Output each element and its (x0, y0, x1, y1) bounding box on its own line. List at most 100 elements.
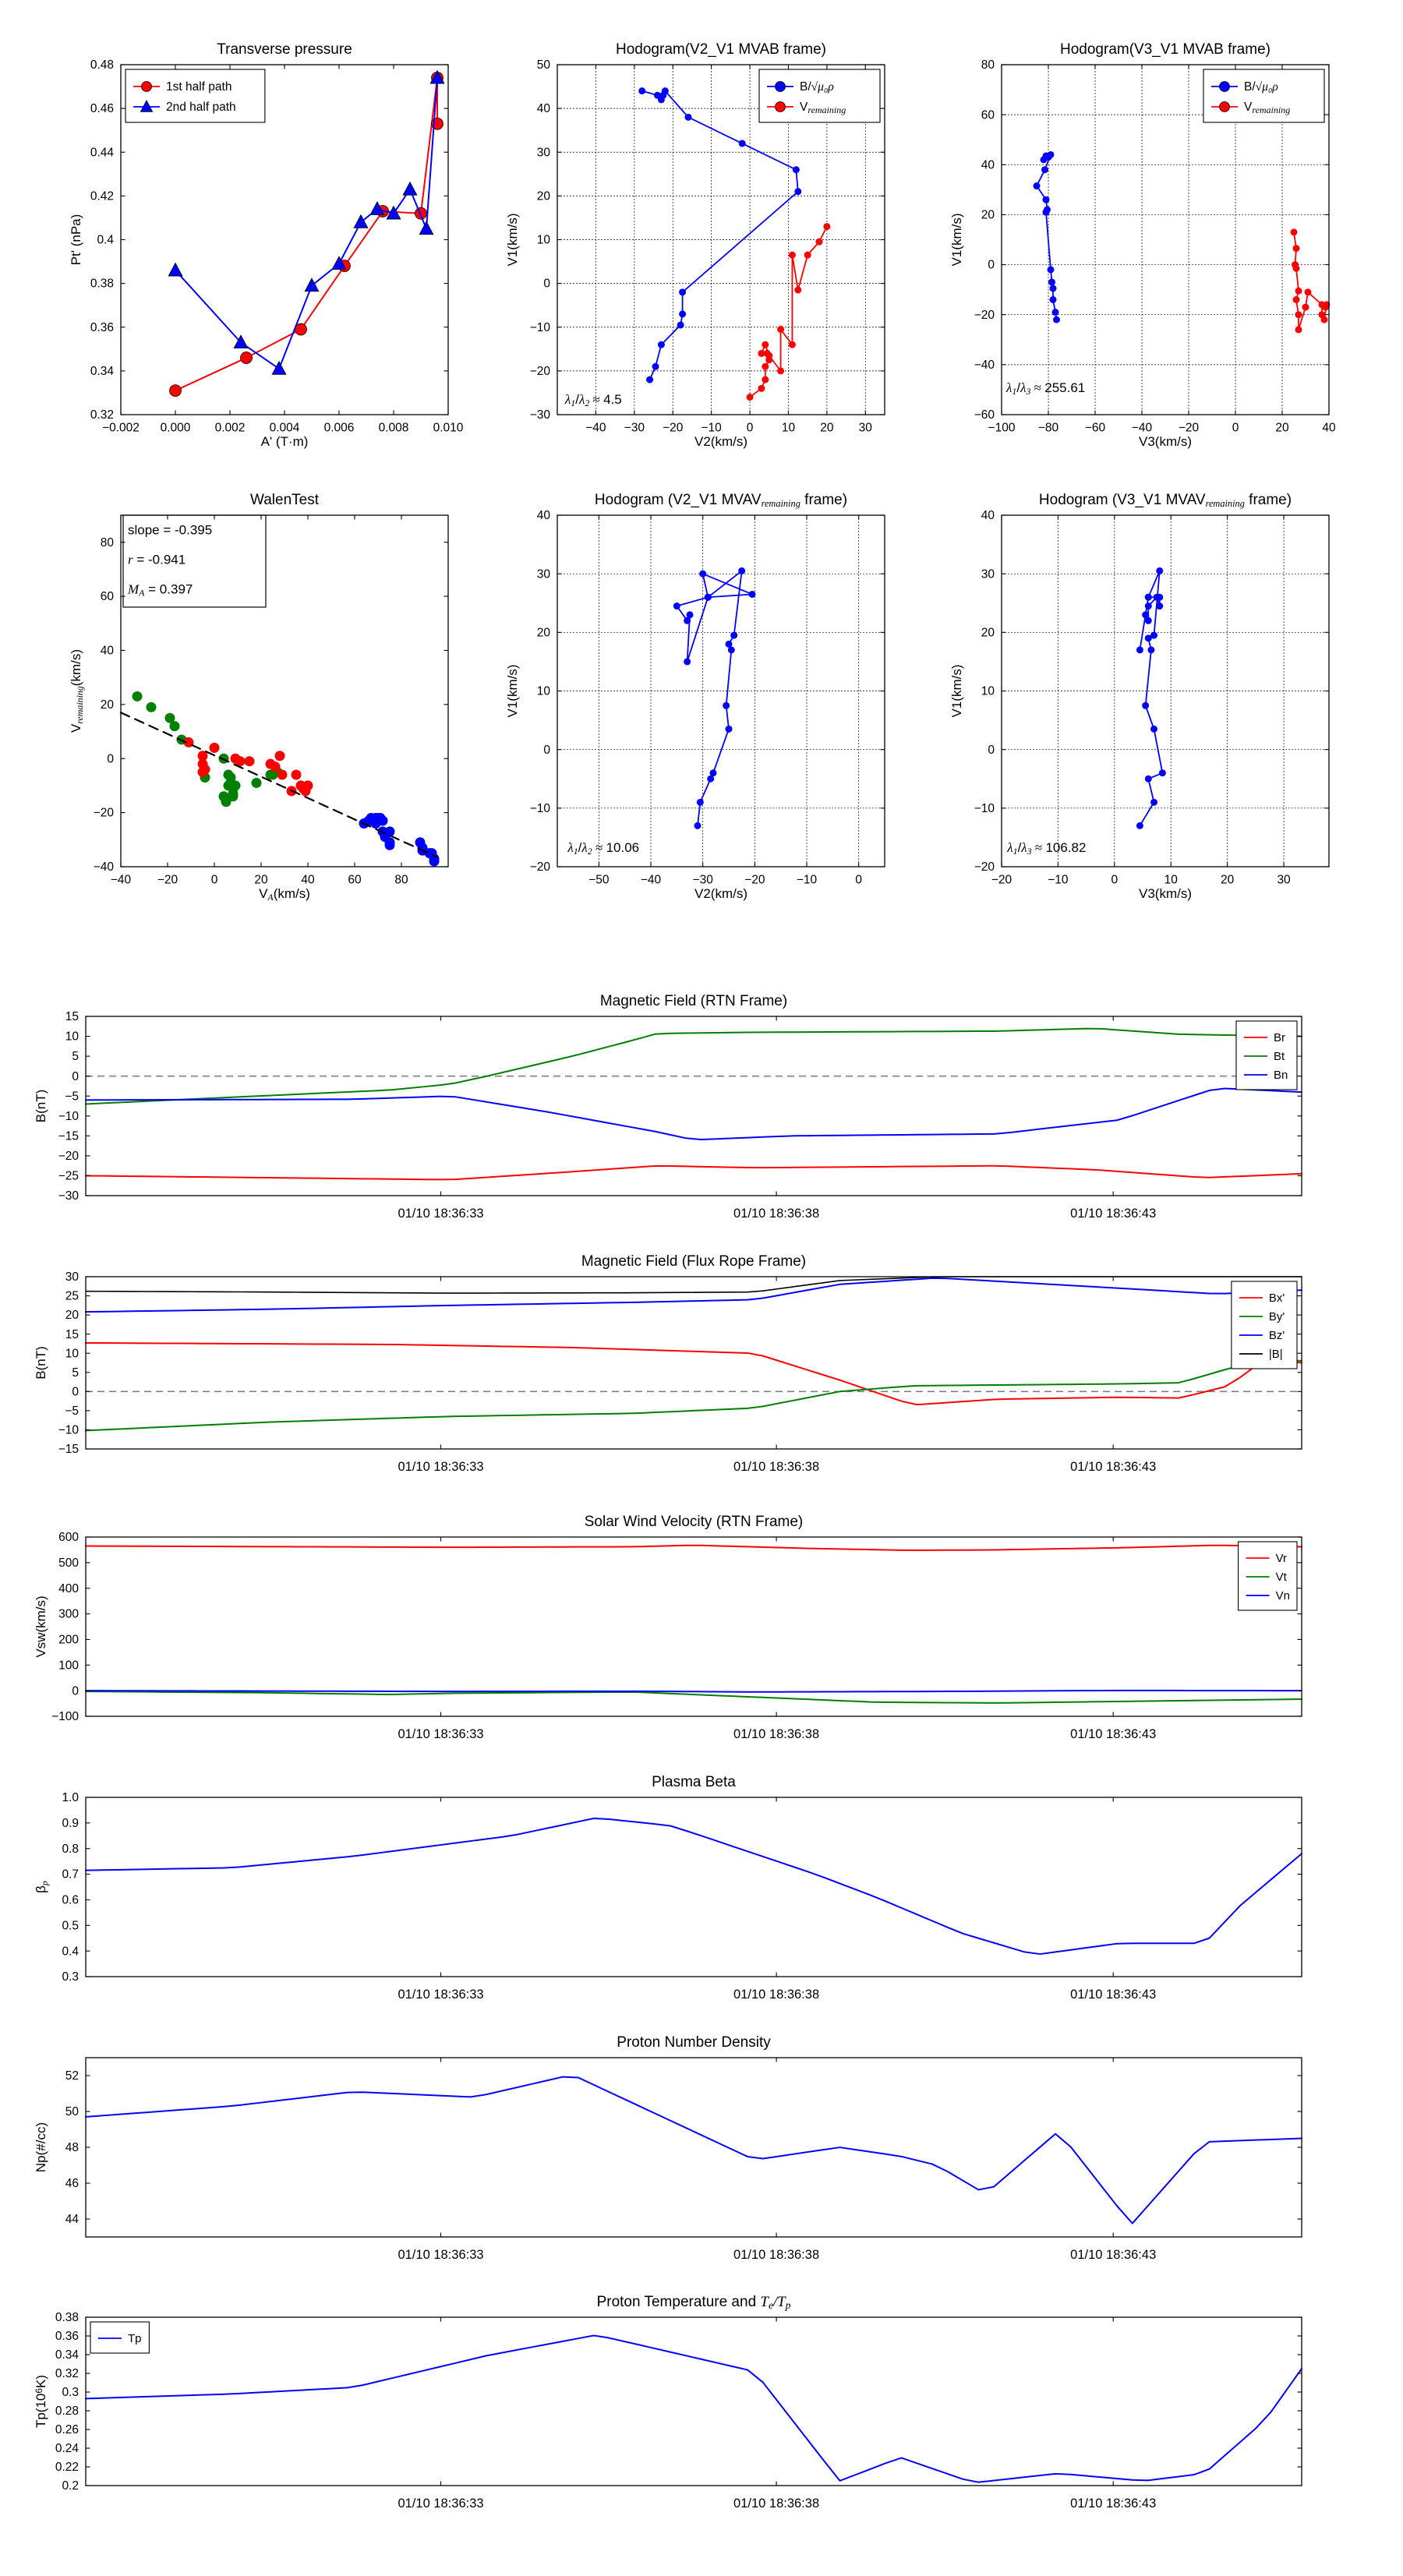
svg-text:−40: −40 (111, 874, 132, 887)
svg-text:−60: −60 (1085, 422, 1106, 435)
svg-text:01/10 18:36:33: 01/10 18:36:33 (398, 2496, 483, 2511)
svg-text:40: 40 (101, 645, 115, 658)
svg-text:−10: −10 (530, 321, 551, 334)
svg-text:1st half path: 1st half path (166, 80, 231, 94)
svg-text:−50: −50 (588, 874, 610, 887)
svg-text:−20: −20 (1179, 422, 1200, 435)
svg-text:40: 40 (981, 158, 995, 171)
svg-text:0.48: 0.48 (90, 58, 114, 72)
svg-text:30: 30 (537, 146, 551, 159)
svg-text:Transverse pressure: Transverse pressure (217, 41, 352, 58)
svg-text:B(nT): B(nT) (34, 1346, 48, 1380)
svg-text:WalenTest: WalenTest (250, 492, 320, 508)
svg-text:0.46: 0.46 (90, 102, 114, 115)
svg-text:0.4: 0.4 (62, 1945, 79, 1958)
svg-text:Bn: Bn (1274, 1069, 1288, 1082)
svg-text:−30: −30 (693, 874, 714, 887)
svg-text:01/10 18:36:43: 01/10 18:36:43 (1070, 2248, 1156, 2262)
svg-text:−25: −25 (58, 1170, 79, 1183)
svg-text:0.38: 0.38 (90, 277, 114, 291)
svg-text:25: 25 (65, 1290, 79, 1303)
svg-text:0.34: 0.34 (90, 365, 115, 378)
svg-text:B/√μ₀ρ: B/√μ₀ρ (1244, 80, 1278, 94)
svg-text:−40: −40 (94, 860, 115, 874)
svg-text:0.42: 0.42 (90, 189, 114, 203)
svg-text:0.24: 0.24 (55, 2442, 80, 2455)
svg-text:50: 50 (537, 58, 551, 72)
svg-text:0.22: 0.22 (55, 2461, 79, 2474)
svg-text:5: 5 (72, 1050, 79, 1063)
svg-text:Vt: Vt (1276, 1571, 1288, 1584)
svg-text:0.38: 0.38 (55, 2311, 79, 2324)
svg-text:0: 0 (747, 422, 754, 435)
svg-text:20: 20 (820, 422, 834, 435)
svg-text:Hodogram(V2_V1 MVAB frame): Hodogram(V2_V1 MVAB frame) (616, 41, 826, 58)
svg-text:10: 10 (537, 234, 551, 247)
svg-text:slope = -0.395: slope = -0.395 (128, 522, 212, 537)
svg-text:−15: −15 (58, 1443, 79, 1456)
svg-text:01/10 18:36:43: 01/10 18:36:43 (1070, 1988, 1156, 2002)
svg-text:01/10 18:36:33: 01/10 18:36:33 (398, 1460, 483, 1474)
svg-text:0.36: 0.36 (55, 2330, 79, 2343)
svg-text:30: 30 (981, 567, 995, 581)
svg-text:10: 10 (65, 1347, 80, 1360)
svg-text:01/10 18:36:33: 01/10 18:36:33 (398, 1727, 483, 1741)
svg-text:Vn: Vn (1276, 1589, 1290, 1602)
svg-text:48: 48 (65, 2141, 79, 2154)
svg-text:−20: −20 (663, 422, 684, 435)
svg-text:15: 15 (65, 1328, 79, 1341)
svg-text:40: 40 (1322, 422, 1336, 435)
svg-text:01/10 18:36:33: 01/10 18:36:33 (398, 1207, 483, 1221)
svg-text:46: 46 (65, 2177, 79, 2190)
svg-text:0.44: 0.44 (90, 146, 115, 159)
svg-text:20: 20 (537, 626, 551, 639)
svg-text:60: 60 (101, 590, 115, 603)
svg-text:01/10 18:36:38: 01/10 18:36:38 (733, 2496, 819, 2511)
svg-text:20: 20 (101, 698, 115, 712)
svg-text:−10: −10 (797, 874, 818, 887)
svg-text:0.32: 0.32 (55, 2367, 79, 2380)
svg-text:V3(km/s): V3(km/s) (1139, 886, 1192, 901)
svg-text:−30: −30 (58, 1189, 80, 1203)
svg-text:0: 0 (1232, 422, 1239, 435)
svg-text:−20: −20 (530, 365, 551, 378)
svg-text:VA(km/s): VA(km/s) (259, 886, 310, 903)
svg-text:01/10 18:36:43: 01/10 18:36:43 (1070, 1207, 1156, 1221)
svg-text:0: 0 (72, 1070, 79, 1083)
svg-text:100: 100 (58, 1659, 79, 1672)
svg-text:20: 20 (1275, 422, 1289, 435)
svg-text:−20: −20 (974, 309, 995, 322)
svg-text:Proton Number Density: Proton Number Density (617, 2034, 771, 2051)
svg-text:Tp: Tp (128, 2332, 142, 2345)
svg-text:0.4: 0.4 (97, 234, 114, 247)
svg-text:0.010: 0.010 (433, 422, 464, 435)
svg-text:λ1/λ3 ≈ 255.61: λ1/λ3 ≈ 255.61 (1005, 380, 1085, 397)
svg-text:10: 10 (1164, 874, 1179, 887)
svg-text:Hodogram(V3_V1 MVAB frame): Hodogram(V3_V1 MVAB frame) (1060, 41, 1270, 58)
svg-text:01/10 18:36:33: 01/10 18:36:33 (398, 2248, 483, 2262)
svg-text:Bz': Bz' (1269, 1329, 1285, 1342)
svg-text:−15: −15 (58, 1129, 79, 1143)
svg-text:01/10 18:36:38: 01/10 18:36:38 (733, 2248, 819, 2262)
svg-text:0: 0 (211, 874, 218, 887)
svg-text:0.5: 0.5 (62, 1919, 79, 1932)
svg-text:λ1/λ2 ≈ 10.06: λ1/λ2 ≈ 10.06 (567, 840, 639, 857)
svg-text:Vr: Vr (1276, 1552, 1287, 1565)
svg-text:20: 20 (981, 626, 995, 639)
svg-text:V1(km/s): V1(km/s) (505, 214, 520, 267)
svg-text:0.8: 0.8 (62, 1843, 79, 1856)
svg-text:80: 80 (394, 874, 408, 887)
svg-text:0.26: 0.26 (55, 2423, 79, 2436)
svg-text:01/10 18:36:33: 01/10 18:36:33 (398, 1988, 483, 2002)
svg-text:1.0: 1.0 (62, 1791, 79, 1804)
svg-text:0.9: 0.9 (62, 1817, 79, 1830)
svg-text:−30: −30 (624, 422, 645, 435)
svg-text:20: 20 (981, 209, 995, 222)
svg-text:λ1/λ3 ≈ 106.82: λ1/λ3 ≈ 106.82 (1006, 840, 1086, 857)
svg-text:Bx': Bx' (1269, 1292, 1285, 1305)
svg-text:Hodogram (V2_V1 MVAVremaining: Hodogram (V2_V1 MVAVremaining frame) (595, 492, 847, 509)
svg-text:0: 0 (855, 874, 862, 887)
svg-text:01/10 18:36:43: 01/10 18:36:43 (1070, 1460, 1156, 1474)
svg-text:A' (T·m): A' (T·m) (261, 434, 309, 449)
svg-text:60: 60 (348, 874, 362, 887)
